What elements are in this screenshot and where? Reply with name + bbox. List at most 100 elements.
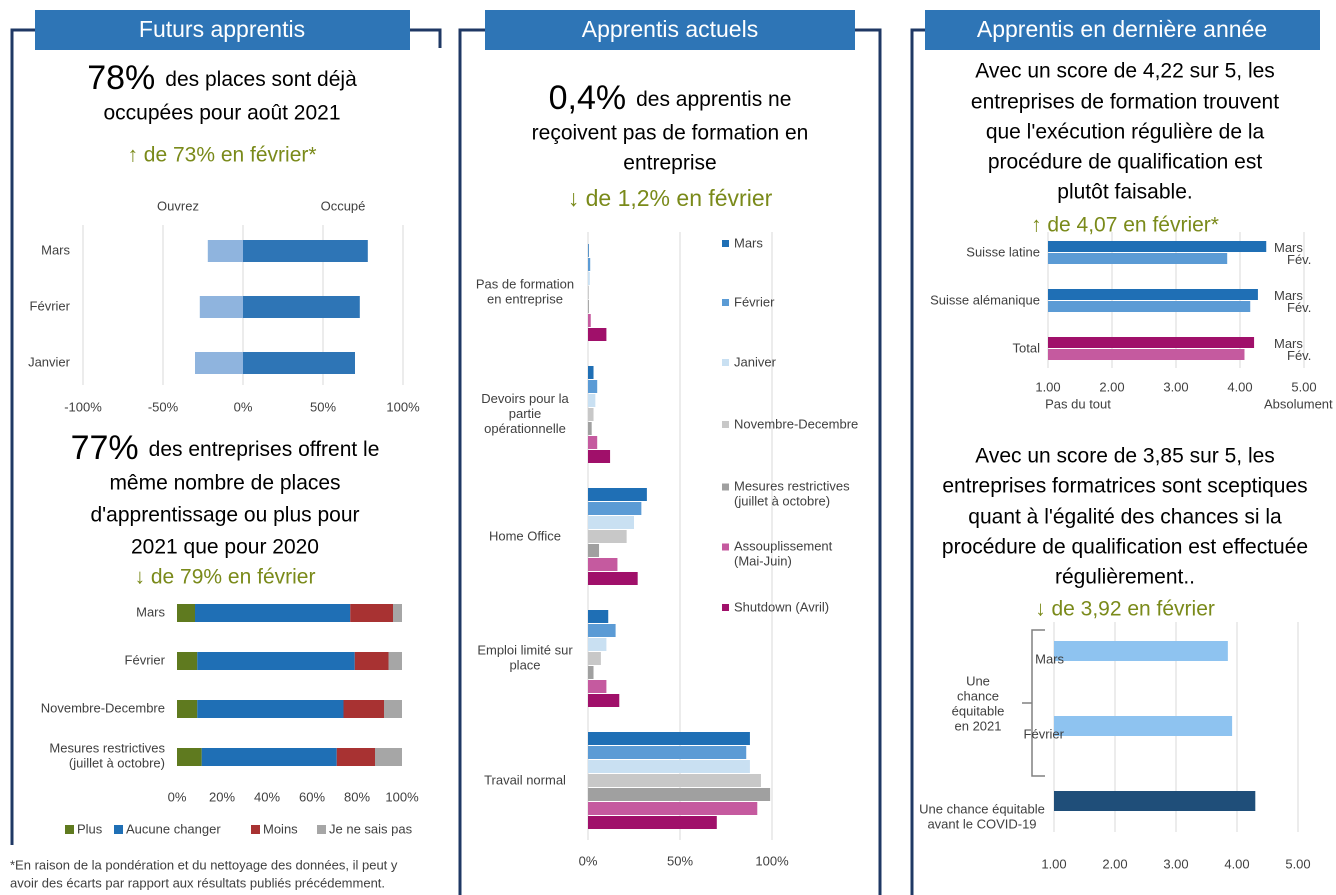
stat-figure: 0,4% [549,79,627,117]
bar [588,544,600,557]
legend-swatch [722,483,729,491]
bar-segment [393,604,402,622]
legend-swatch [65,825,74,834]
bar [1054,641,1228,661]
x-tick-label: 2.00 [1102,856,1127,871]
bar [588,328,607,341]
bar [588,732,750,745]
stat-text: même nombre de places [109,472,340,495]
stat-line: 0,4% des apprentis ne [549,79,792,117]
bar [588,638,607,651]
legend-label: Plus [77,821,103,836]
legend-label: Janiver [734,354,777,369]
stat-figure: 78% [87,59,155,97]
y-tick-label: Devoirs pour la partie opérationnelle [481,391,569,436]
column-header: Occupé [321,198,366,213]
legend-label: Aucune changer [126,821,221,836]
bracket [1022,629,1045,777]
header-box [485,10,855,50]
y-tick-label: Suisse alémanique [930,292,1040,307]
x-tick-label: 100% [385,789,419,804]
bar [588,558,618,571]
y-tick-label: Février [125,652,166,667]
stat-change: ↓ de 1,2% en février [568,185,773,211]
bar [588,488,647,501]
panel-header: Apprentis en dernière année [977,16,1267,42]
x-axis-label: Absolument [1264,396,1333,411]
header-box [35,10,410,50]
bar [588,788,771,801]
bar [588,272,590,285]
bar [588,300,589,313]
legend-label: Mars [734,235,763,250]
x-tick-label: 60% [299,789,325,804]
bar [588,760,750,773]
bar-segment [343,700,384,718]
panel-frame [910,28,925,895]
bar-series-label: Mars [1274,288,1303,303]
stat-text: entreprises de formation trouvent [971,91,1279,114]
bar [1048,349,1245,360]
bar-segment [336,748,375,766]
legend-swatch [722,359,729,366]
bar [588,652,601,665]
legend-label: Février [734,294,775,309]
x-tick-label: 50% [310,399,336,414]
legend-label: Mesures restrictives (juillet à octobre) [734,479,850,509]
x-tick-label: 2.00 [1099,379,1124,394]
bar [588,380,598,393]
x-tick-label: 3.00 [1163,856,1188,871]
legend-swatch [722,421,729,428]
bar [588,450,611,463]
y-tick-label: Suisse latine [966,244,1040,259]
bar [588,530,627,543]
y-tick-label: Mars [1035,651,1064,666]
y-tick-label: Total [1013,340,1041,355]
bar [588,746,747,759]
bar-segment [197,652,355,670]
y-tick-label: Une chance équitable avant le COVID-19 [919,802,1045,832]
bar-series-label: Fév. [1287,252,1311,267]
x-tick-label: -50% [148,399,179,414]
legend-label: Novembre-Decembre [734,416,858,431]
bar-series-label: Fév. [1287,300,1311,315]
bar [1048,337,1255,348]
bar-segment [375,748,402,766]
y-tick-label: Mars [136,604,165,619]
legend-swatch [251,825,260,834]
y-tick-label: Février [30,298,71,313]
y-tick-label: Février [1024,726,1065,741]
bar-series-label: Fév. [1287,348,1311,363]
stat-change: ↑ de 4,07 en février* [1031,214,1219,237]
x-tick-label: 1.00 [1035,379,1060,394]
bar [588,366,594,379]
legend-label: Shutdown (Avril) [734,599,829,614]
panel-header: Apprentis actuels [582,16,758,42]
stat-text: reçoivent pas de formation en [532,122,809,145]
stat-text: plutôt faisable. [1057,181,1192,204]
x-tick-label: 0% [579,853,598,868]
stat-text: entreprise [623,152,716,175]
bar [588,422,592,435]
bar-segment [384,700,402,718]
legend-swatch [722,604,729,611]
bar [588,816,717,829]
x-tick-label: 100% [755,853,789,868]
x-tick-label: 5.00 [1291,379,1316,394]
bar [588,624,616,637]
bar [588,314,591,327]
footnote: avoir des écarts par rapport aux résulta… [10,875,385,890]
bar [1054,716,1233,736]
x-tick-label: -100% [64,399,102,414]
stat-text: entreprises formatrices sont sceptiques [942,475,1307,498]
legend-label: Assouplissement (Mai-Juin) [734,539,833,569]
column-header: Ouvrez [157,198,199,213]
bar [243,352,355,374]
bar [199,296,243,318]
bar [243,296,360,318]
x-tick-label: 0% [234,399,253,414]
bar [588,802,758,815]
bar-segment [177,700,198,718]
y-tick-label: Novembre-Decembre [41,700,165,715]
bar [588,436,598,449]
